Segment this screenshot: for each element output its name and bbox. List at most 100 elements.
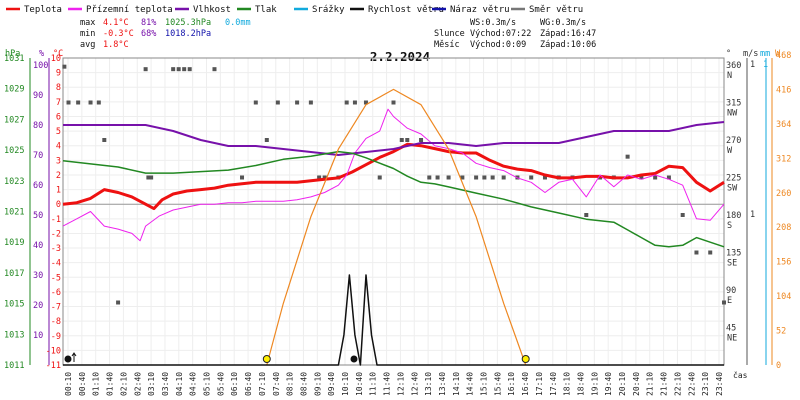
x-tick-label: 11:40 [383, 372, 392, 396]
humidity-tick-label: 20 [33, 301, 43, 311]
solar-tick-label: 156 [776, 258, 791, 268]
x-tick-label: 20:10 [618, 372, 627, 396]
wind-direction-point [435, 175, 440, 180]
pressure-tick-label: 1015 [4, 300, 24, 310]
temperature-tick-label: 9 [56, 69, 61, 79]
direction-compass-label: NE [727, 334, 737, 344]
x-tick-label: 23:10 [701, 372, 710, 396]
temperature-tick-label: 10 [51, 54, 61, 64]
x-tick-label: 16:40 [521, 372, 530, 396]
x-tick-label: 14:10 [452, 372, 461, 396]
series-line [63, 121, 725, 156]
wind-direction-point [363, 100, 368, 105]
x-tick-label: 07:40 [272, 372, 281, 396]
x-tick-label: 10:40 [355, 372, 364, 396]
sun-marker [262, 355, 271, 363]
wind-direction-point [542, 175, 547, 180]
humidity-tick-label: 50 [33, 211, 43, 221]
wind-direction-point [708, 250, 713, 255]
stats-max-label: max [80, 18, 95, 28]
wind-direction-point [76, 100, 81, 105]
x-tick-label: 22:40 [687, 372, 696, 396]
x-tick-label: 22:10 [673, 372, 682, 396]
humidity-tick-label: 70 [33, 151, 43, 161]
x-tick-label: 19:10 [590, 372, 599, 396]
wind-direction-point [639, 175, 644, 180]
temperature-tick-label: -3 [51, 244, 61, 254]
temperature-tick-label: -8 [51, 317, 61, 327]
wind-marker [350, 355, 358, 363]
stats-block: max 4.1°C 81% 1025.3hPa 0.0mm min -0.3°C… [80, 18, 251, 50]
legend-label: Náraz větru [450, 5, 510, 15]
x-tick-label: 05:40 [216, 372, 225, 396]
wind-direction-point [405, 138, 410, 142]
x-tick-label: 12:10 [396, 372, 405, 396]
wind-marker [64, 355, 72, 363]
legend-label: Vlhkost [193, 5, 231, 15]
sunrise-time: Východ:07:22 [470, 29, 531, 39]
series-line [266, 88, 527, 366]
series-line [63, 274, 724, 366]
direction-tick-label: 135 [726, 249, 741, 259]
stats-min-press: 1018.2hPa [165, 29, 211, 39]
temperature-tick-label: 6 [56, 112, 61, 122]
x-tick-label: 10:10 [341, 372, 350, 396]
humidity-tick-label: 80 [33, 121, 43, 131]
x-tick-label: 06:10 [230, 372, 239, 396]
pressure-axis-unit: hPa [5, 49, 20, 59]
x-tick-label: 15:10 [480, 372, 489, 396]
direction-compass-label: E [727, 296, 732, 306]
humidity-tick-label: 100 [33, 61, 48, 71]
wind-direction-point [680, 213, 685, 217]
wind-direction-point [253, 100, 258, 105]
x-tick-label: 09:40 [327, 372, 336, 396]
pressure-tick-label: 1029 [4, 85, 24, 95]
wind-direction-point [666, 175, 671, 180]
wind-direction-point [391, 100, 396, 105]
wind-direction-point [377, 175, 382, 180]
temperature-axis-unit: °C [53, 49, 63, 59]
pressure-tick-label: 1013 [4, 330, 24, 340]
wind-direction-point [62, 64, 67, 69]
x-tick-label: 16:10 [507, 372, 516, 396]
wind-direction-point [653, 175, 658, 180]
x-tick-label: 01:10 [92, 372, 101, 396]
x-tick-label: 19:40 [604, 372, 613, 396]
solar-tick-label: 416 [776, 85, 791, 95]
wind-direction-point [96, 100, 101, 105]
solar-tick-label: 0 [776, 361, 781, 371]
pressure-tick-label: 1023 [4, 177, 24, 187]
stats-avg-temp: 1.8°C [103, 40, 129, 50]
astro-block: WS:0.3m/s WG:0.3m/s Slunce Východ:07:22 … [434, 18, 596, 50]
direction-compass-label: W [727, 146, 733, 156]
solar-axis-unit: W [775, 49, 781, 59]
moon-label: Měsíc [434, 40, 460, 50]
wind-direction-point [212, 67, 217, 72]
legend-label: Tlak [255, 5, 277, 15]
solar-tick-label: 260 [776, 189, 791, 199]
direction-tick-label: 45 [726, 324, 736, 334]
temperature-tick-label: -4 [51, 259, 61, 269]
humidity-axis-unit: % [39, 49, 44, 59]
wind-direction-point [143, 67, 148, 72]
temperature-tick-label: -1 [51, 215, 61, 225]
wind-direction-point [490, 175, 495, 180]
wind-direction-point [722, 300, 726, 305]
temperature-tick-label: 5 [56, 127, 61, 137]
wind-direction-point [625, 154, 630, 159]
stats-max-press: 1025.3hPa [165, 18, 211, 28]
humidity-tick-label: 90 [33, 91, 43, 101]
x-tick-label: 00:40 [78, 372, 87, 396]
solar-tick-label: 468 [776, 51, 791, 61]
temperature-tick-label: -5 [51, 273, 61, 283]
wind-direction-point [529, 175, 534, 180]
wind-axis-unit: m/s [743, 49, 758, 59]
stats-avg-label: avg [80, 40, 95, 50]
wind-direction-point [240, 175, 245, 180]
marks [62, 64, 726, 366]
moonset-time: Západ:10:06 [540, 40, 596, 50]
wind-direction-point [187, 67, 192, 72]
wind-direction-point [344, 100, 349, 105]
x-tick-label: 00:10 [64, 372, 73, 396]
wind-direction-point [584, 213, 589, 217]
